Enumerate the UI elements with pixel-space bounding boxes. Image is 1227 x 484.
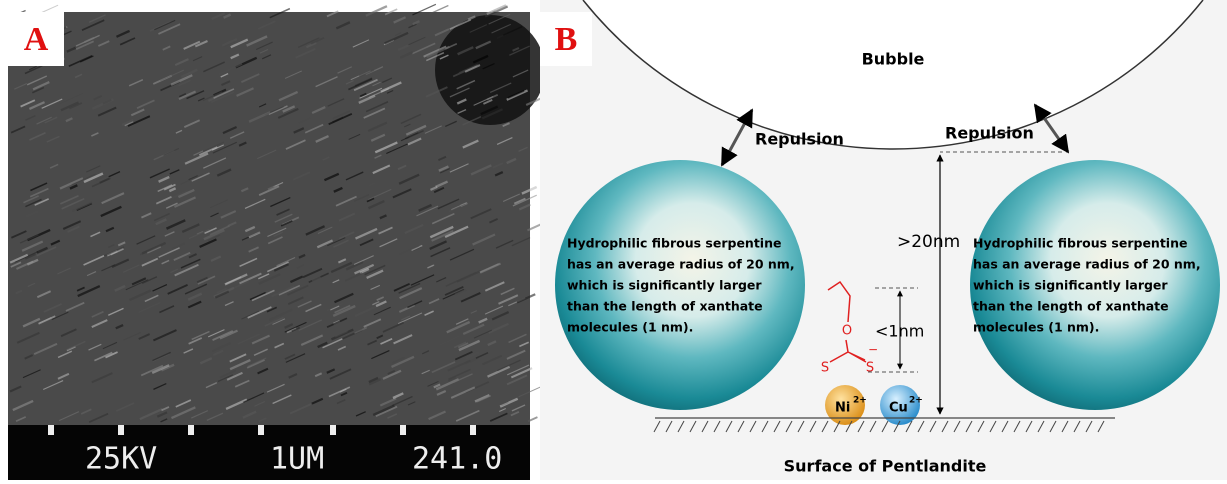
- ion-charge: 2+: [853, 396, 867, 406]
- sphere-text: which is significantly larger: [973, 278, 1168, 293]
- charge: −: [868, 343, 878, 357]
- repulsion-label: Repulsion: [755, 130, 844, 149]
- sphere-text: molecules (1 nm).: [567, 320, 693, 335]
- sphere-text: has an average radius of 20 nm,: [567, 257, 795, 272]
- repulsion-label: Repulsion: [945, 124, 1034, 143]
- distance-label: <1nm: [875, 322, 924, 341]
- panel-label: A: [24, 21, 49, 58]
- scale-text: 25KV: [85, 442, 157, 477]
- dark-spot: [435, 15, 545, 125]
- ion-charge: 2+: [909, 396, 923, 406]
- atom: O: [842, 324, 852, 339]
- sphere-text: molecules (1 nm).: [973, 320, 1099, 335]
- ion-label: Ni: [835, 401, 850, 416]
- page: 25KV 1UM 241.0 A Bubble B Repulsion Repu…: [0, 0, 1227, 480]
- panel-label: B: [555, 21, 578, 58]
- atom: S: [821, 361, 829, 376]
- sphere-text: Hydrophilic fibrous serpentine: [973, 236, 1187, 251]
- sphere-text: Hydrophilic fibrous serpentine: [567, 236, 781, 251]
- atom: S: [866, 361, 874, 376]
- surface-label: Surface of Pentlandite: [784, 457, 987, 476]
- scale-text: 241.0: [412, 442, 502, 477]
- bubble-label: Bubble: [862, 50, 925, 69]
- figure: 25KV 1UM 241.0 A Bubble B Repulsion Repu…: [0, 0, 1227, 480]
- sphere-text: than the length of xanthate: [973, 299, 1169, 314]
- sphere-text: than the length of xanthate: [567, 299, 763, 314]
- ion-label: Cu: [889, 401, 908, 416]
- sphere-text: which is significantly larger: [567, 278, 762, 293]
- sphere-text: has an average radius of 20 nm,: [973, 257, 1201, 272]
- sem-image: [8, 4, 551, 480]
- scale-text: 1UM: [270, 442, 324, 477]
- distance-label: >20nm: [897, 232, 960, 252]
